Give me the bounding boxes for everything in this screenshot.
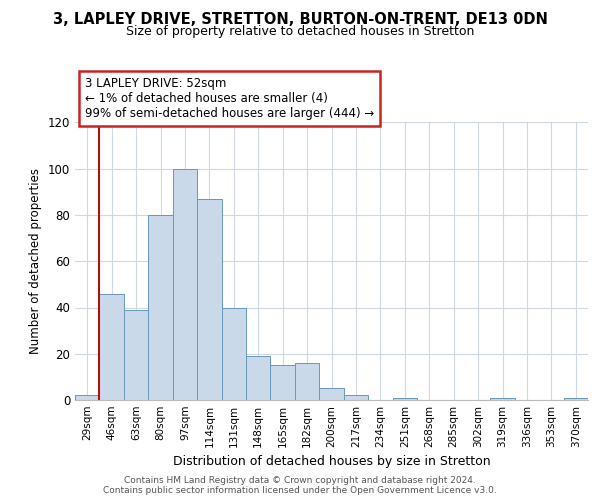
Bar <box>319 388 344 400</box>
Text: Contains HM Land Registry data © Crown copyright and database right 2024.
Contai: Contains HM Land Registry data © Crown c… <box>103 476 497 495</box>
Bar <box>173 168 197 400</box>
Bar <box>271 366 295 400</box>
Text: Size of property relative to detached houses in Stretton: Size of property relative to detached ho… <box>126 25 474 38</box>
Bar <box>221 308 246 400</box>
Bar <box>295 363 319 400</box>
Bar <box>124 310 148 400</box>
Bar <box>100 294 124 400</box>
Bar <box>563 398 588 400</box>
Bar <box>392 398 417 400</box>
Text: 3, LAPLEY DRIVE, STRETTON, BURTON-ON-TRENT, DE13 0DN: 3, LAPLEY DRIVE, STRETTON, BURTON-ON-TRE… <box>53 12 547 28</box>
X-axis label: Distribution of detached houses by size in Stretton: Distribution of detached houses by size … <box>173 456 490 468</box>
Bar <box>75 396 100 400</box>
Bar <box>344 396 368 400</box>
Bar <box>490 398 515 400</box>
Bar <box>148 215 173 400</box>
Y-axis label: Number of detached properties: Number of detached properties <box>29 168 42 354</box>
Bar <box>246 356 271 400</box>
Bar <box>197 199 221 400</box>
Text: 3 LAPLEY DRIVE: 52sqm
← 1% of detached houses are smaller (4)
99% of semi-detach: 3 LAPLEY DRIVE: 52sqm ← 1% of detached h… <box>85 76 374 120</box>
